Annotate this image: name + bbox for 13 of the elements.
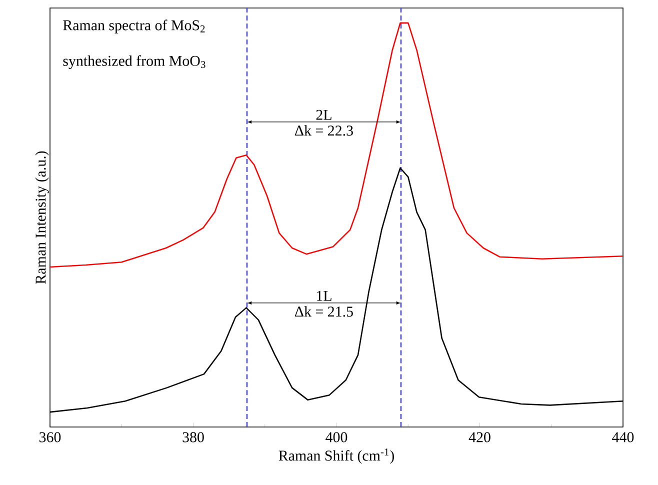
x-axis-title: Raman Shift (cm$^{-1}$) [278,448,394,464]
annotation: Δk = 21.5 [294,306,353,317]
x-tick-label: 360 [40,432,61,442]
annotation: Raman spectra of MoS$_{2}$ [63,20,205,34]
y-axis-title: Raman Intensity (a.u.) [35,151,49,284]
x-tick-label: 380 [182,432,204,442]
x-tick-label: 440 [612,432,634,442]
annotation: 1L [316,290,332,301]
annotation: Δk = 22.3 [294,125,353,136]
annotation: 2L [316,110,332,120]
x-tick-label: 400 [326,432,348,442]
x-tick-label: 420 [468,432,490,442]
annotation: synthesized from MoO$_{3}$ [63,55,206,70]
